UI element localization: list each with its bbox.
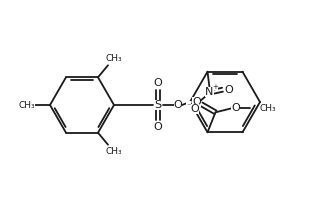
Text: N: N <box>205 87 214 97</box>
Text: O: O <box>231 103 240 113</box>
Text: CH₃: CH₃ <box>18 100 35 110</box>
Text: O: O <box>190 104 199 114</box>
Text: ⁻: ⁻ <box>186 101 191 110</box>
Text: +: + <box>212 84 218 90</box>
Text: CH₃: CH₃ <box>105 54 122 63</box>
Text: S: S <box>155 100 162 110</box>
Text: O: O <box>192 97 201 107</box>
Text: O: O <box>174 100 183 110</box>
Text: CH₃: CH₃ <box>259 104 276 113</box>
Text: O: O <box>154 122 162 132</box>
Text: CH₃: CH₃ <box>105 147 122 156</box>
Text: O: O <box>224 85 233 95</box>
Text: O: O <box>154 78 162 88</box>
